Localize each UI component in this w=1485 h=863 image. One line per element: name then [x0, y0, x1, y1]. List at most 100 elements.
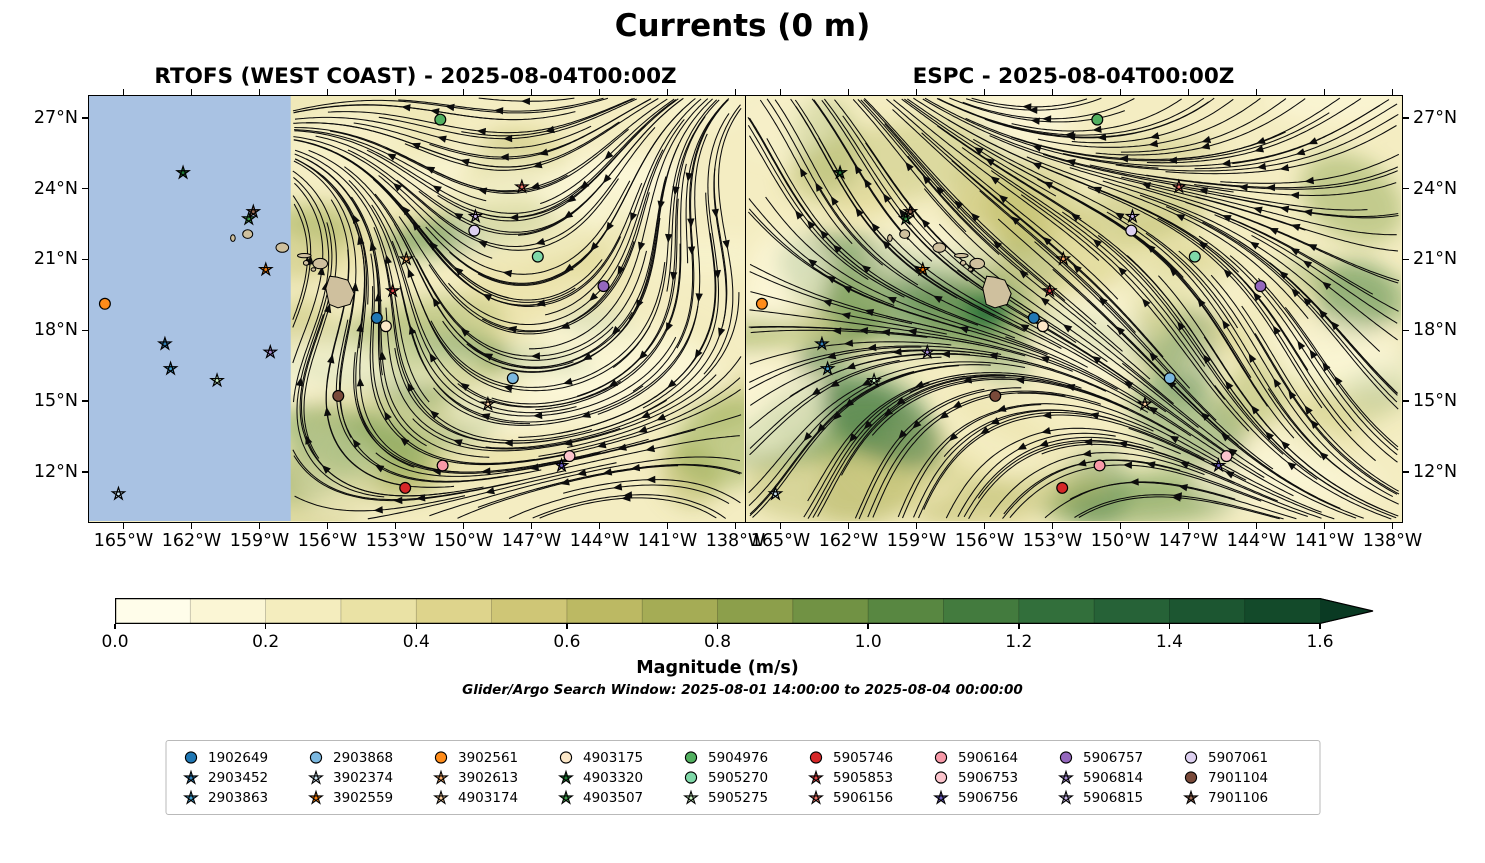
legend-float-id: 5905275 [708, 789, 769, 806]
float-marker-5906156 [513, 178, 530, 194]
colorbar-label: Magnitude (m/s) [636, 658, 799, 678]
x-tick [258, 523, 261, 529]
y-tick [1403, 117, 1409, 119]
float-marker-4903175 [1036, 320, 1049, 333]
legend-float-id: 5904976 [708, 749, 769, 766]
colorbar-tick [1168, 624, 1171, 629]
y-tick-label: 15°N [1413, 391, 1458, 412]
y-tick [82, 187, 88, 190]
x-tick [779, 523, 782, 529]
island-maui [969, 257, 985, 270]
colorbar-tick-label: 1.0 [854, 632, 882, 652]
island-lanai [302, 260, 310, 266]
legend-entry-3902613: 3902613 [432, 769, 553, 786]
legend-entry-2903868: 2903868 [307, 749, 428, 766]
island-kahoolawe [967, 267, 974, 272]
legend-float-id: 5905853 [833, 769, 894, 786]
no-data-region [89, 96, 291, 521]
legend-float-id: 3902559 [333, 789, 394, 806]
x-tick [1391, 89, 1394, 95]
float-marker-5907061 [1125, 224, 1138, 237]
float-marker-4903507 [240, 210, 257, 226]
y-tick-label: 24°N [1413, 178, 1458, 199]
float-marker-5906814 [919, 343, 936, 359]
x-tick [915, 523, 918, 529]
float-marker-7901106 [245, 203, 262, 219]
float-marker-5906814 [262, 343, 279, 359]
x-tick-label: 159°W [886, 531, 947, 551]
legend-entry-5906815: 5906815 [1057, 789, 1178, 806]
x-tick [530, 89, 533, 95]
island-niihau [887, 234, 893, 242]
x-tick [1119, 523, 1122, 529]
x-tick-label: 156°W [297, 531, 358, 551]
legend-float-id: 2903452 [208, 769, 269, 786]
x-tick [734, 89, 737, 95]
legend-float-id: 5905746 [833, 749, 894, 766]
legend-entry-3902561: 3902561 [432, 749, 553, 766]
legend-float-id: 7901104 [1208, 769, 1269, 786]
float-marker-5906753 [563, 450, 576, 463]
y-tick [82, 117, 88, 119]
legend-entry-5906156: 5906156 [807, 789, 928, 806]
x-tick-label: 147°W [1158, 531, 1219, 551]
colorbar-tick [264, 624, 267, 629]
circle-float-marker-icon [684, 751, 697, 764]
x-tick [122, 523, 125, 529]
pentagon-float-marker-icon [307, 789, 324, 805]
colorbar-tick-label: 0.8 [703, 632, 732, 652]
espc-current-map [746, 96, 1401, 521]
circle-float-marker-icon [1059, 751, 1072, 764]
x-tick [394, 89, 397, 95]
circle-float-marker-icon [934, 751, 947, 764]
x-tick [1187, 523, 1190, 529]
legend-float-id: 5906814 [1083, 769, 1144, 786]
float-marker-5906164 [1093, 459, 1106, 472]
float-marker-4903320 [832, 164, 848, 180]
legend-entry-5905853: 5905853 [807, 769, 928, 786]
streamline-arrows [295, 97, 730, 514]
x-tick [666, 89, 669, 95]
pentagon-float-marker-icon [432, 769, 449, 785]
y-tick-label: 18°N [1413, 320, 1458, 341]
island-molokai [954, 253, 969, 259]
x-tick-label: 162°W [818, 531, 879, 551]
pentagon-float-marker-icon [432, 789, 449, 805]
island-molokai [297, 253, 312, 259]
colorbar-tick [716, 624, 719, 629]
legend-float-id: 4903507 [583, 789, 644, 806]
y-tick [1403, 400, 1409, 402]
figure-title: Currents (0 m) [614, 8, 871, 44]
pentagon-float-marker-icon [1057, 789, 1074, 805]
float-marker-5906756 [1210, 457, 1227, 473]
float-marker-2903868 [1163, 372, 1176, 385]
float-marker-3902374 [110, 485, 127, 501]
pentagon-float-marker-icon [807, 769, 824, 785]
legend-float-id: 2903868 [333, 749, 394, 766]
circle-float-marker-icon [309, 751, 322, 764]
float-marker-4903320 [175, 164, 191, 180]
panel-title-espc: ESPC - 2025-08-04T00:00Z [912, 64, 1235, 89]
legend-entry-5905275: 5905275 [682, 789, 803, 806]
float-marker-2903452 [156, 335, 173, 351]
x-tick [1051, 523, 1054, 529]
circle-float-marker-icon [809, 751, 822, 764]
legend-entry-7901106: 7901106 [1182, 789, 1303, 806]
y-tick-label: 21°N [33, 249, 78, 270]
pentagon-float-marker-icon [1057, 769, 1074, 785]
legend-float-id: 5907061 [1208, 749, 1269, 766]
float-marker-2903863 [162, 360, 179, 376]
x-tick [734, 523, 737, 529]
float-marker-5906756 [553, 457, 570, 473]
float-marker-5904976 [1091, 113, 1104, 126]
float-marker-5905853 [1041, 282, 1058, 298]
float-marker-5906156 [1170, 178, 1187, 194]
legend-entry-4903507: 4903507 [557, 789, 678, 806]
float-marker-3902559 [257, 261, 274, 277]
legend-entry-4903175: 4903175 [557, 749, 678, 766]
y-tick [1403, 329, 1409, 331]
legend-float-id: 5906756 [958, 789, 1019, 806]
float-marker-5904976 [434, 113, 447, 126]
legend-float-id: 5906156 [833, 789, 894, 806]
